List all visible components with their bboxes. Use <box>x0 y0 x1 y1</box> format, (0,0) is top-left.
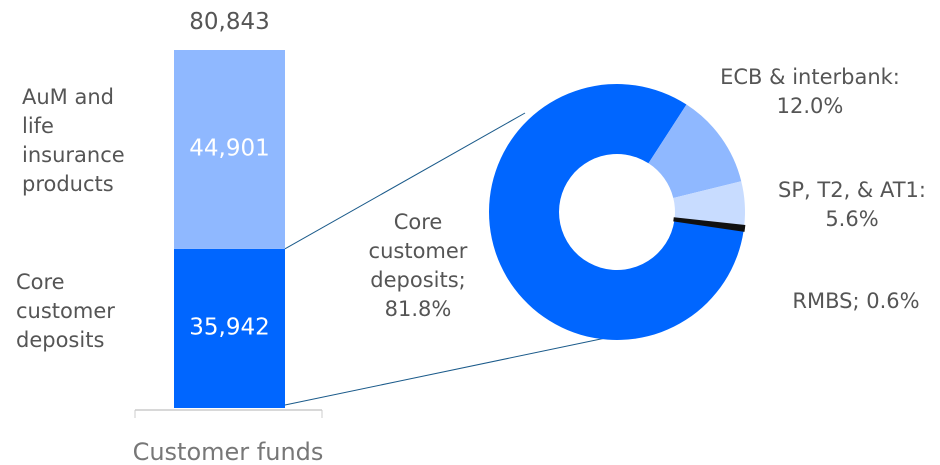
bar-segment <box>174 248 285 408</box>
connector <box>284 112 526 250</box>
donut-label: RMBS; 0.6% <box>792 289 920 313</box>
series-name: Core customer deposits <box>16 270 115 352</box>
connector <box>284 334 621 406</box>
donut-segment <box>489 83 744 340</box>
donut-segment <box>673 217 746 232</box>
donut-label: ECB & interbank: 12.0% <box>720 65 900 118</box>
donut-label: Core customer deposits; 81.8% <box>368 210 468 321</box>
bar-total-label: 80,843 <box>189 9 270 35</box>
bar-segment <box>174 50 285 249</box>
bar-value-label: 35,942 <box>189 314 270 341</box>
bar-value-label: 44,901 <box>189 135 270 162</box>
x-category-label: Customer funds <box>132 438 324 465</box>
series-name: AuM and life insurance products <box>22 85 125 196</box>
donut-label: SP, T2, & AT1: 5.6% <box>778 178 926 231</box>
donut-segment <box>673 181 745 226</box>
donut-segment <box>648 104 742 199</box>
